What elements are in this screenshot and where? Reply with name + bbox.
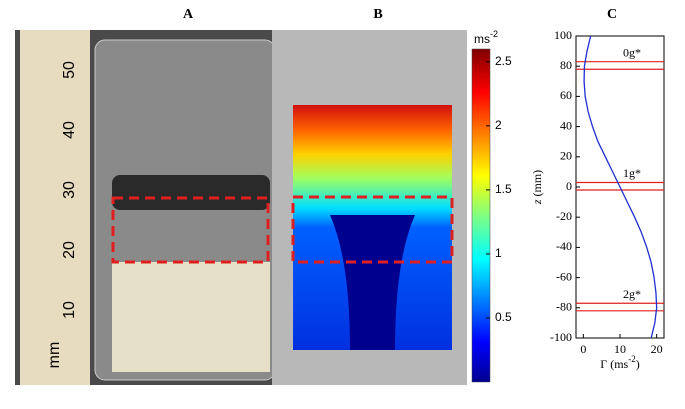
panel-label: A (183, 7, 194, 22)
colorbar-title: ms-2 (474, 29, 498, 46)
colorbar-tick-label: 1 (495, 246, 502, 260)
y-tick-label: 60 (560, 88, 572, 102)
curve (583, 35, 658, 339)
region-box (111, 196, 270, 264)
y-tick-label: -100 (550, 330, 572, 344)
colorbar-tick-label: 1.5 (495, 182, 512, 196)
panel-label: B (373, 7, 382, 22)
ruler (20, 30, 90, 385)
y-axis-label: z (mm) (530, 170, 544, 205)
ruler-unit: mm (46, 342, 63, 369)
y-tick-label: 100 (554, 28, 572, 42)
ruler-label: 40 (61, 121, 78, 139)
annotation: 1g* (623, 166, 641, 180)
annotation: 0g* (623, 45, 641, 59)
y-tick-label: -80 (556, 300, 572, 314)
colorbar-tick-label: 2.5 (495, 54, 512, 68)
y-tick-label: 0 (566, 179, 572, 193)
x-axis-label: Γ (ms-2) (600, 354, 639, 371)
y-tick-label: -60 (556, 269, 572, 283)
x-tick-label: 0 (580, 342, 586, 356)
y-tick-label: 20 (560, 149, 572, 163)
sediment (112, 262, 270, 372)
y-tick-label: -20 (556, 209, 572, 223)
unit: (mm) (530, 170, 544, 197)
ruler-label: 50 (61, 61, 78, 79)
y-tick-label: 80 (560, 58, 572, 72)
label: Γ (ms (600, 357, 628, 371)
unit-sup: -2 (490, 29, 498, 39)
ruler-label: 20 (61, 241, 78, 259)
ruler-label: 10 (61, 301, 78, 319)
ruler-label: 30 (61, 181, 78, 199)
field-core (330, 215, 415, 350)
colorbar-tick-label: 0.5 (495, 310, 512, 324)
panel-label: C (607, 7, 617, 22)
x-tick-label: 20 (651, 342, 663, 356)
x-tick-label: 10 (614, 342, 626, 356)
colorbar (471, 48, 491, 383)
dark-band (112, 175, 270, 210)
label-sup: -2 (628, 354, 636, 364)
annotation: 2g* (623, 287, 641, 301)
y-tick-label: 40 (560, 118, 572, 132)
colorbar-tick-label: 2 (495, 118, 502, 132)
unit: ms (474, 32, 490, 46)
y-tick-label: -40 (556, 239, 572, 253)
label-end: ) (636, 357, 640, 371)
symbol: z (530, 199, 544, 205)
